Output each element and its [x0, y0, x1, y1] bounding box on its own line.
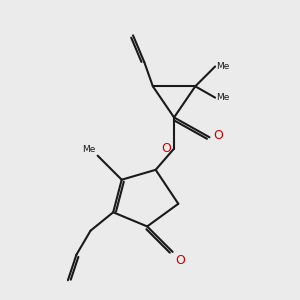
Text: O: O [175, 254, 185, 267]
Text: Me: Me [217, 62, 230, 71]
Text: Me: Me [82, 145, 95, 154]
Text: O: O [161, 142, 171, 155]
Text: Me: Me [217, 93, 230, 102]
Text: O: O [213, 129, 223, 142]
